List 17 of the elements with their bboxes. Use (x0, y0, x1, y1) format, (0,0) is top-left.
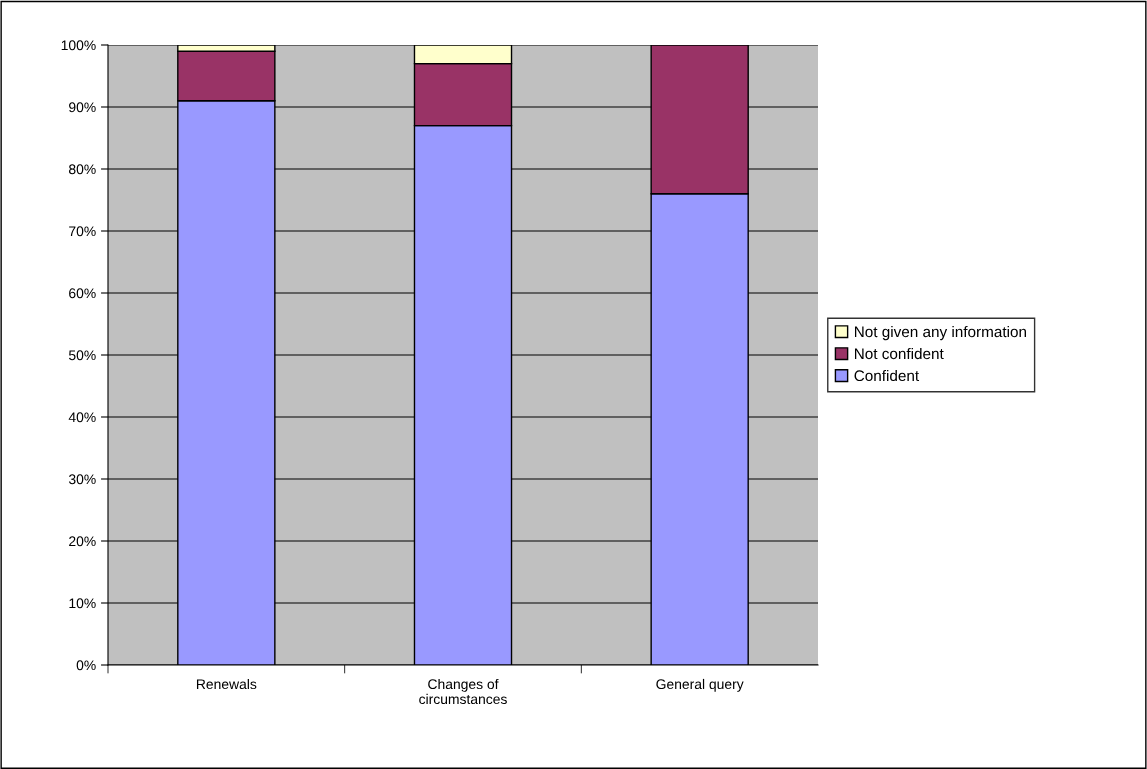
x-tick-label: Renewals (196, 678, 257, 690)
x-tick-label: Changes of circumstances (419, 678, 507, 705)
x-tick-label: General query (656, 678, 744, 692)
y-tick-label: 80% (69, 164, 96, 175)
y-tick-label: 50% (68, 350, 96, 361)
y-tick-label: 100% (61, 40, 96, 51)
legend-label: Not confident (854, 347, 944, 360)
y-tick-label: 90% (69, 102, 96, 113)
y-tick-label: 60% (69, 288, 96, 299)
y-tick-label: 40% (68, 412, 96, 423)
y-tick-label: 0% (76, 660, 96, 671)
y-tick-label: 70% (69, 226, 96, 237)
y-tick-label: 20% (69, 536, 96, 547)
legend-label: Not given any information (854, 325, 1026, 341)
legend-label: Confident (854, 369, 920, 382)
y-tick-label: 30% (68, 474, 96, 485)
y-tick-label: 10% (69, 598, 96, 609)
